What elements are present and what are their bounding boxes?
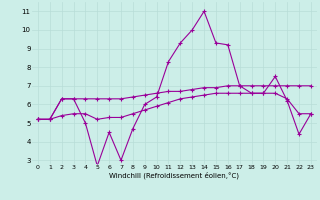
X-axis label: Windchill (Refroidissement éolien,°C): Windchill (Refroidissement éolien,°C)	[109, 172, 239, 179]
